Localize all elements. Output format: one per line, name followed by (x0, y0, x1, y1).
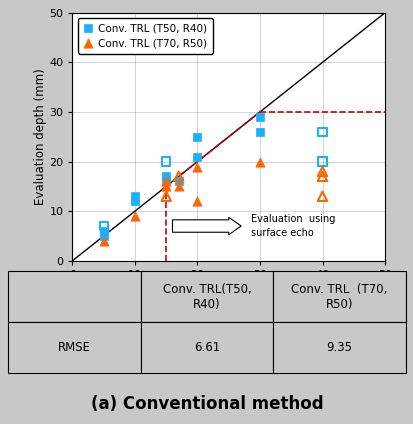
Point (175, 173, 182, 180)
Conv. TRL (T70, R50) (131, 213, 138, 220)
Conv. TRL (T50, R40) (100, 228, 107, 234)
Y-axis label: Evaluation depth (mm): Evaluation depth (mm) (33, 68, 46, 205)
Point (318, 173, 325, 180)
Point (318, 158, 325, 165)
Conv. TRL (T70, R50) (194, 163, 200, 170)
Conv. TRL (T50, R40) (162, 178, 169, 185)
Conv. TRL (T50, R40) (162, 173, 169, 180)
Conv. TRL (T50, R40) (175, 178, 182, 185)
Text: (a) Conventional method: (a) Conventional method (90, 396, 323, 413)
Conv. TRL (T50, R40) (256, 128, 263, 135)
Legend: Conv. TRL (T50, R40), Conv. TRL (T70, R50): Conv. TRL (T50, R40), Conv. TRL (T70, R5… (78, 18, 212, 53)
Point (318, 193, 325, 200)
FancyArrow shape (172, 218, 241, 235)
Conv. TRL (T50, R40) (194, 133, 200, 140)
Point (162, 158, 169, 165)
Text: Evaluation  using
surface echo: Evaluation using surface echo (250, 215, 334, 237)
Conv. TRL (T50, R40) (100, 232, 107, 239)
Point (318, 168, 325, 175)
Conv. TRL (T70, R50) (100, 237, 107, 244)
Conv. TRL (T50, R40) (131, 198, 138, 205)
Conv. TRL (T70, R50) (175, 183, 182, 190)
X-axis label: Actual depth (mm): Actual depth (mm) (173, 282, 284, 296)
Point (162, 193, 169, 200)
Conv. TRL (T70, R50) (162, 183, 169, 190)
Point (318, 128, 325, 135)
Conv. TRL (T70, R50) (162, 178, 169, 185)
Conv. TRL (T50, R40) (194, 153, 200, 160)
Conv. TRL (T50, R40) (131, 193, 138, 200)
Point (100, 223, 107, 229)
Conv. TRL (T70, R50) (194, 198, 200, 205)
Conv. TRL (T70, R50) (256, 158, 263, 165)
Conv. TRL (T50, R40) (256, 114, 263, 120)
